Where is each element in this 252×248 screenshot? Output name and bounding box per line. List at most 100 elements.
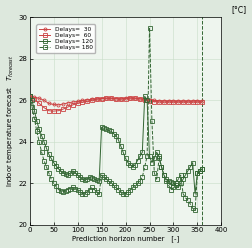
Delays=  30 [81, 99, 84, 102]
Y-axis label: Indoor temperature forecast   $T_{forecast}$: Indoor temperature forecast $T_{forecast… [6, 55, 16, 187]
Delays=  60 [119, 98, 122, 101]
Delays= 180 [194, 209, 197, 212]
Delays=  60 [182, 100, 185, 103]
Delays=  60 [67, 105, 70, 108]
Delays=  30 [129, 96, 132, 99]
Delays=  30 [182, 100, 185, 103]
Delays=  60 [172, 100, 175, 103]
Delays=  30 [138, 97, 141, 100]
Line: Delays= 180: Delays= 180 [28, 26, 204, 212]
Delays=  30 [143, 98, 146, 101]
Delays=  30 [62, 103, 65, 106]
X-axis label: Prediction horizon number   [-]: Prediction horizon number [-] [72, 236, 179, 243]
Delays=  60 [186, 100, 190, 103]
Delays= 180 [28, 95, 31, 98]
Delays=  60 [71, 103, 74, 106]
Delays=  30 [38, 97, 41, 100]
Delays=  60 [62, 108, 65, 111]
Delays=  60 [162, 100, 165, 103]
Delays=  60 [105, 97, 108, 100]
Delays=  60 [148, 99, 151, 102]
Delays= 180 [179, 174, 182, 177]
Delays=  30 [162, 99, 165, 102]
Delays=  30 [124, 97, 127, 100]
Delays= 180 [114, 186, 117, 189]
Delays=  60 [134, 97, 137, 100]
Delays=  30 [86, 98, 89, 101]
Delays= 180 [67, 188, 70, 191]
Delays=  30 [114, 97, 117, 100]
Delays=  30 [110, 97, 113, 100]
Delays=  60 [138, 97, 141, 100]
Delays=  30 [100, 97, 103, 100]
Delays=  60 [52, 110, 55, 113]
Delays=  60 [201, 100, 204, 103]
Delays= 120 [184, 174, 187, 177]
Delays= 180 [86, 190, 89, 193]
Delays=  30 [57, 103, 60, 106]
Delays= 120 [28, 95, 31, 98]
Delays=  30 [71, 100, 74, 103]
Delays=  30 [134, 97, 137, 100]
Delays= 120 [114, 134, 117, 137]
Delays=  30 [186, 100, 190, 103]
Delays= 180 [148, 26, 151, 29]
Delays=  60 [76, 102, 79, 105]
Delays= 120 [194, 192, 197, 195]
Delays=  30 [90, 98, 93, 101]
Delays=  60 [100, 97, 103, 100]
Delays=  60 [33, 98, 36, 101]
Delays=  60 [90, 99, 93, 102]
Delays=  30 [105, 97, 108, 100]
Delays=  30 [28, 95, 31, 98]
Delays=  30 [43, 99, 46, 102]
Delays=  30 [95, 97, 98, 100]
Delays=  30 [76, 100, 79, 103]
Delays=  30 [153, 99, 156, 102]
Delays=  60 [57, 109, 60, 112]
Delays= 180 [201, 167, 204, 170]
Delays=  30 [47, 102, 50, 105]
Delays= 180 [174, 182, 177, 185]
Delays=  30 [177, 100, 180, 103]
Delays=  30 [119, 97, 122, 100]
Delays= 120 [172, 182, 175, 185]
Delays=  30 [196, 100, 199, 103]
Delays=  30 [148, 98, 151, 101]
Delays=  60 [114, 97, 117, 100]
Delays= 120 [177, 186, 180, 189]
Delays=  60 [191, 100, 194, 103]
Delays=  60 [81, 101, 84, 104]
Delays= 180 [186, 198, 190, 201]
Delays=  60 [43, 106, 46, 109]
Delays=  60 [95, 98, 98, 101]
Delays=  30 [167, 100, 170, 103]
Text: [°C]: [°C] [231, 5, 246, 15]
Delays=  60 [110, 97, 113, 100]
Delays=  30 [33, 96, 36, 99]
Delays= 120 [67, 174, 70, 177]
Delays=  30 [67, 101, 70, 104]
Delays=  60 [124, 97, 127, 100]
Delays=  30 [52, 103, 55, 106]
Delays=  60 [28, 95, 31, 98]
Delays=  60 [86, 100, 89, 103]
Delays=  60 [158, 100, 161, 103]
Legend: Delays=  30, Delays=  60, Delays= 120, Delays= 180: Delays= 30, Delays= 60, Delays= 120, Del… [36, 24, 95, 53]
Delays=  60 [47, 109, 50, 112]
Delays=  30 [172, 100, 175, 103]
Delays=  60 [196, 100, 199, 103]
Line: Delays= 120: Delays= 120 [28, 95, 204, 195]
Delays=  60 [153, 100, 156, 103]
Delays=  30 [201, 100, 204, 103]
Line: Delays=  30: Delays= 30 [28, 95, 204, 106]
Delays=  30 [158, 99, 161, 102]
Line: Delays=  60: Delays= 60 [28, 95, 204, 113]
Delays=  30 [191, 100, 194, 103]
Delays= 120 [201, 167, 204, 170]
Delays=  60 [167, 100, 170, 103]
Delays=  60 [177, 100, 180, 103]
Delays=  60 [38, 102, 41, 105]
Delays= 120 [86, 178, 89, 181]
Delays=  60 [129, 97, 132, 100]
